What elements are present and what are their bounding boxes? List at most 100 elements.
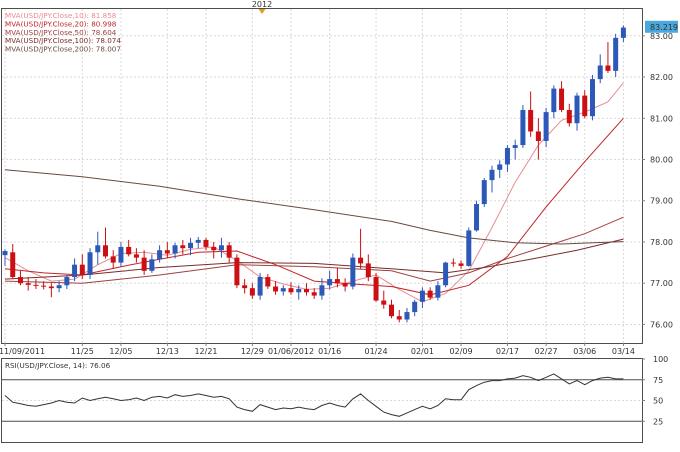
x-tick-label: 02/01 (411, 347, 434, 356)
rsi-y-tick-label: 100 (653, 355, 668, 364)
legend-entry: MVA(USD/JPY.Close,20): 80.998 (5, 19, 117, 28)
candle (474, 200, 480, 232)
candle-body (319, 285, 325, 296)
rsi-panel: 25 50 75 100 RSI(USD/JPY.Close, 14): 76.06 (1, 355, 668, 443)
x-tick-label: 02/27 (535, 347, 558, 356)
candle-body (389, 304, 394, 317)
candle (242, 279, 248, 294)
candle-body (149, 259, 155, 271)
mva-line (4, 82, 624, 303)
candle (358, 228, 364, 269)
candle-body (466, 230, 472, 266)
candle-body (17, 277, 23, 284)
candle (211, 241, 217, 259)
price-y-tick-label: 80.00 (650, 156, 673, 165)
candle-body (126, 246, 132, 255)
candle-body (435, 285, 441, 298)
candle (551, 85, 557, 119)
candle-body (396, 316, 402, 320)
candle (157, 245, 163, 263)
candle (412, 299, 418, 317)
candle (466, 227, 472, 267)
candle-body (350, 257, 356, 287)
x-tick-label: 01/16 (318, 347, 341, 356)
candle (257, 272, 263, 300)
rsi-grid (2, 379, 642, 422)
candle (79, 254, 85, 280)
candle (396, 310, 402, 323)
candle (126, 239, 132, 257)
candle-body (257, 277, 263, 296)
candle-body (311, 292, 317, 296)
candle-body (87, 252, 93, 275)
candle-body (64, 277, 70, 286)
last-price-tag: 83.219 (645, 20, 678, 33)
candle-body (497, 164, 503, 170)
candle-body (327, 279, 333, 286)
candle-body (512, 145, 518, 148)
x-tick-label: 03/14 (612, 347, 635, 356)
candle-body (10, 252, 16, 278)
candle-body (95, 245, 101, 253)
moving-averages (4, 82, 624, 303)
candle (597, 54, 603, 84)
x-tick-label: 12/05 (109, 347, 132, 356)
candle-body (110, 256, 116, 263)
legend-entry: MVA(USD/JPY.Close,200): 78.007 (5, 45, 121, 54)
candle-body (566, 110, 572, 124)
candle (327, 270, 333, 290)
candle-body (474, 204, 480, 231)
candle (149, 254, 155, 273)
x-tick-label: 12/21 (194, 347, 217, 356)
candle (404, 307, 410, 323)
candle (64, 274, 70, 289)
candle (512, 139, 518, 160)
candle-body (334, 279, 340, 284)
x-tick-label: 01/24 (365, 347, 388, 356)
candle (450, 258, 456, 267)
candle (504, 145, 510, 172)
candle (559, 81, 565, 113)
legend-entry: MVA(USD/JPY.Close,100): 78.074 (5, 36, 121, 45)
candle-body (234, 257, 240, 286)
candle (172, 242, 178, 259)
candle-body (620, 27, 626, 38)
x-tick-label: 03/06 (573, 347, 596, 356)
candle (133, 248, 139, 263)
candle-body (288, 288, 294, 293)
candle (389, 299, 394, 319)
candle (56, 281, 62, 293)
candle (381, 290, 387, 309)
candle-body (226, 245, 232, 258)
candle (342, 278, 348, 292)
candle-body (164, 250, 170, 254)
mva-line (4, 169, 624, 245)
candle (481, 178, 487, 207)
candle-body (157, 250, 163, 260)
candle (574, 92, 580, 131)
candle-body (605, 65, 611, 71)
candle (288, 282, 294, 295)
top-marker: 2012 (252, 0, 272, 14)
candle-body (443, 262, 449, 286)
candle (543, 107, 549, 148)
rsi-y-axis: 25 50 75 100 (642, 355, 668, 426)
candle-body (218, 245, 224, 251)
rsi-legend: RSI(USD/JPY.Close, 14): 76.06 (5, 361, 111, 370)
candle-body (551, 88, 557, 113)
candle (141, 250, 147, 275)
candle (443, 261, 449, 288)
x-tick-label: 12/13 (156, 347, 179, 356)
candle (226, 241, 232, 263)
candle (280, 285, 286, 296)
price-panel: 76.00 77.00 78.00 79.00 80.00 81.00 82.00 83.00… (0, 0, 678, 356)
candle (373, 272, 379, 302)
price-y-axis: 76.00 77.00 78.00 79.00 80.00 81.00 82.00 83.00 (642, 32, 673, 329)
candle-body (365, 263, 371, 278)
price-y-tick-label: 82.00 (650, 73, 673, 82)
candle (218, 237, 224, 258)
candle-body (25, 283, 31, 285)
price-y-tick-label: 81.00 (650, 114, 673, 123)
candle (605, 41, 611, 73)
candle (589, 74, 595, 121)
